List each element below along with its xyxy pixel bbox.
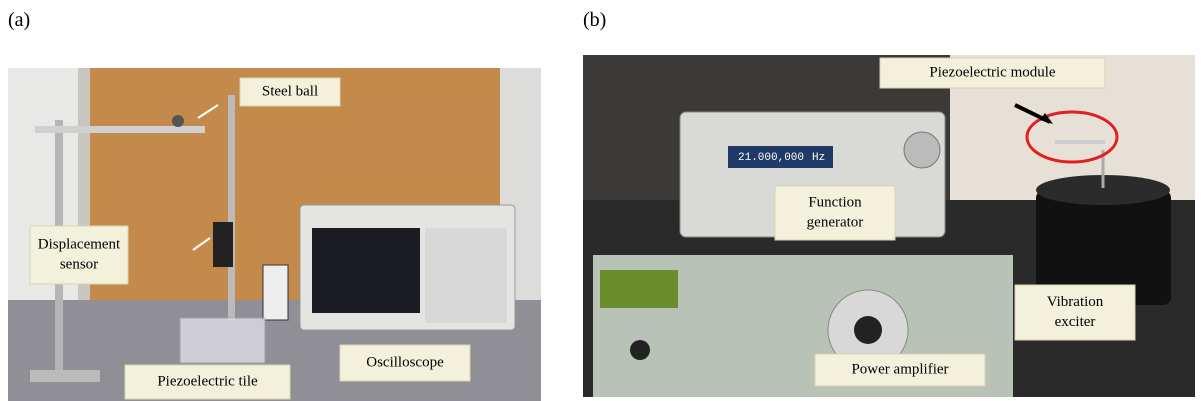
panel-tag: (a): [8, 9, 30, 31]
label-text: generator: [807, 214, 864, 230]
label-text: Vibration: [1047, 294, 1104, 310]
label-text: Steel ball: [262, 83, 318, 99]
readout: 21.000,000: [738, 152, 804, 164]
label-text: Displacement: [38, 236, 121, 252]
label-text: exciter: [1055, 314, 1096, 330]
readout: Hz: [812, 152, 825, 164]
label-text: Oscilloscope: [366, 354, 444, 370]
label-text: Piezoelectric module: [929, 64, 1056, 80]
label-text: Function: [808, 194, 862, 210]
panel-tag: (b): [583, 9, 606, 31]
label-box: [30, 226, 128, 284]
figure: (a) (b) 21.000,000 Hz: [0, 0, 1201, 401]
label-text: sensor: [60, 256, 98, 272]
label-text: Piezoelectric tile: [157, 373, 258, 389]
label-text: Power amplifier: [851, 361, 948, 377]
